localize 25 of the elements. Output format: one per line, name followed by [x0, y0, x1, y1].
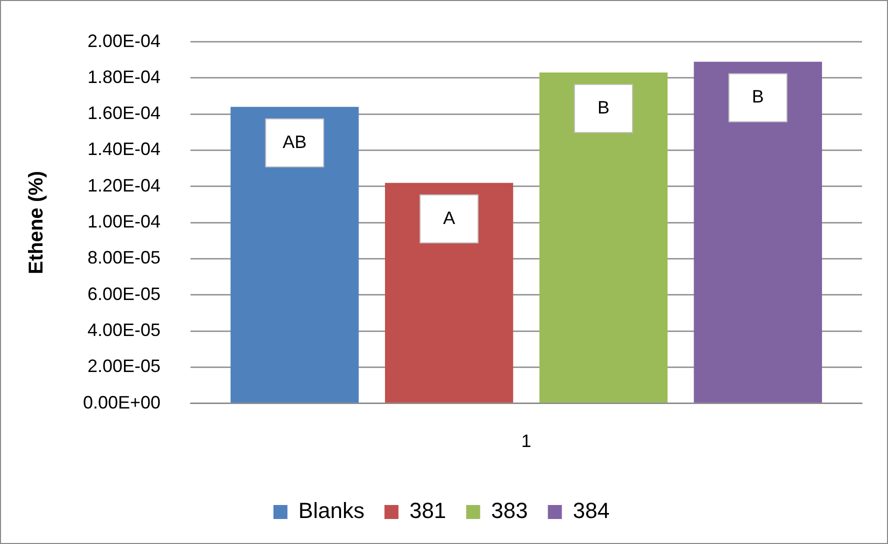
bar [230, 106, 359, 403]
data-label: A [443, 208, 456, 228]
bar [384, 182, 514, 403]
y-tick-label: 2.00E-04 [88, 30, 161, 51]
y-tick-label: 2.00E-05 [88, 356, 161, 376]
y-tick-label: 1.20E-04 [88, 175, 161, 196]
y-tick-label: 6.00E-05 [88, 284, 161, 304]
y-tick-label: 0.00E+00 [82, 392, 161, 412]
y-tick-label: 1.60E-04 [88, 103, 161, 124]
y-axis-title: Ethene (%) [26, 170, 48, 274]
x-tick-label: 1 [521, 431, 532, 452]
legend-label: Blanks [298, 498, 364, 524]
legend-label: 383 [491, 498, 528, 524]
y-tick-label: 1.80E-04 [88, 66, 161, 87]
data-label: AB [282, 132, 307, 152]
y-tick-label: 1.40E-04 [88, 139, 161, 160]
bar [539, 72, 668, 403]
y-tick-label: 8.00E-05 [88, 248, 161, 268]
data-label: B [597, 98, 610, 118]
y-tick-label: 4.00E-05 [88, 320, 161, 340]
bar [694, 62, 822, 403]
data-label: B [752, 86, 764, 107]
legend-label: 384 [572, 498, 610, 524]
y-tick-label: 1.00E-04 [88, 212, 161, 232]
legend-label: 381 [409, 498, 446, 524]
